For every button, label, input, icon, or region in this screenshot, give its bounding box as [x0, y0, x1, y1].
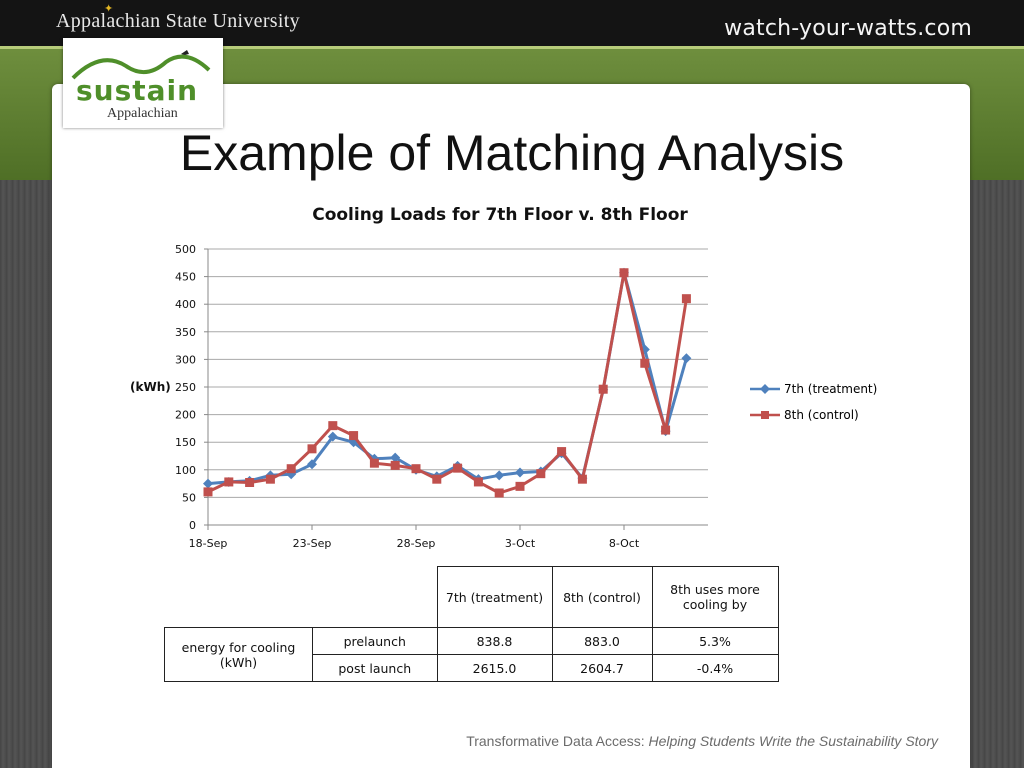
y-tick-label: 300: [175, 353, 196, 366]
y-tick-label: 350: [175, 326, 196, 339]
table-cell: 2604.7: [551, 654, 653, 682]
x-tick-label: 28-Sep: [397, 537, 436, 550]
asu-mark-icon: ✦: [104, 3, 114, 15]
x-tick-label: 3-Oct: [505, 537, 536, 550]
y-tick-label: 200: [175, 409, 196, 422]
table-header: 7th (treatment): [436, 566, 553, 628]
y-tick-label: 0: [189, 519, 196, 532]
logo-main-text: sustain: [76, 74, 199, 107]
footer-italic: Helping Students Write the Sustainabilit…: [648, 733, 938, 749]
x-tick-label: 18-Sep: [189, 537, 228, 550]
y-axis-label: (kWh): [130, 380, 171, 394]
data-point-8th: [681, 294, 691, 304]
legend-label-8th: 8th (control): [784, 408, 859, 422]
data-point-8th: [640, 358, 650, 368]
y-tick-label: 150: [175, 436, 196, 449]
data-point-8th: [557, 447, 567, 457]
data-point-8th: [245, 477, 255, 487]
data-point-8th: [619, 268, 629, 278]
university-name: Appalachian State University: [56, 10, 300, 32]
table-header: 8th (control): [551, 566, 653, 628]
footer-text: Transformative Data Access: Helping Stud…: [466, 733, 938, 749]
data-point-8th: [661, 425, 671, 435]
legend-item-7th: 7th (treatment): [750, 376, 877, 402]
data-point-8th: [473, 477, 483, 487]
legend-marker-diamond-icon: [750, 384, 780, 394]
table-cell: 883.0: [551, 627, 653, 655]
data-point-8th: [453, 463, 463, 473]
data-point-8th: [390, 460, 400, 470]
table-header: 8th uses more cooling by: [651, 566, 779, 628]
results-table: 7th (treatment) 8th (control) 8th uses m…: [164, 566, 779, 682]
data-point-7th: [390, 452, 401, 463]
data-point-8th: [349, 431, 359, 441]
data-point-8th: [494, 488, 504, 498]
data-point-8th: [577, 474, 587, 484]
y-tick-label: 50: [182, 491, 196, 504]
data-point-7th: [515, 467, 525, 478]
data-point-8th: [203, 487, 213, 497]
data-point-8th: [307, 444, 317, 454]
data-point-8th: [265, 474, 275, 484]
chart-legend: 7th (treatment) 8th (control): [750, 376, 877, 428]
data-point-7th: [307, 459, 317, 470]
data-point-8th: [411, 464, 421, 474]
y-tick-label: 100: [175, 464, 196, 477]
table-row-label: prelaunch: [312, 627, 438, 655]
legend-item-8th: 8th (control): [750, 402, 877, 428]
x-tick-label: 23-Sep: [293, 537, 332, 550]
data-point-7th: [681, 353, 692, 364]
data-point-8th: [328, 421, 338, 431]
data-point-7th: [203, 478, 213, 489]
legend-marker-square-icon: [750, 411, 780, 419]
table-row-label: post launch: [312, 654, 438, 682]
data-point-8th: [536, 469, 546, 479]
y-tick-label: 500: [175, 243, 196, 256]
x-tick-label: 8-Oct: [609, 537, 640, 550]
sustain-logo: sustain Appalachian: [63, 38, 223, 128]
data-point-8th: [598, 384, 608, 394]
table-cell: 2615.0: [436, 654, 553, 682]
site-name[interactable]: watch-your-watts.com: [724, 16, 972, 41]
y-tick-label: 400: [175, 298, 196, 311]
table-row-group-label: energy for cooling (kWh): [164, 627, 313, 682]
chart-title: Cooling Loads for 7th Floor v. 8th Floor: [312, 205, 688, 225]
table-cell: 838.8: [436, 627, 553, 655]
slide-title: Example of Matching Analysis: [179, 125, 845, 181]
series-line-8th: [207, 271, 688, 495]
data-point-8th: [515, 481, 525, 491]
y-tick-label: 450: [175, 271, 196, 284]
legend-label-7th: 7th (treatment): [784, 382, 878, 396]
data-point-8th: [224, 477, 234, 487]
data-point-8th: [286, 464, 296, 474]
data-point-8th: [369, 458, 379, 468]
table-cell: -0.4%: [651, 654, 779, 682]
logo-sub-text: Appalachian: [107, 106, 178, 121]
data-point-7th: [494, 470, 505, 481]
y-tick-label: 250: [175, 381, 196, 394]
data-point-8th: [432, 474, 442, 484]
mountains-icon: [71, 50, 211, 80]
data-point-7th: [327, 431, 338, 442]
footer-prefix: Transformative Data Access:: [466, 733, 649, 749]
line-chart: 0 50 100 150 200 250 300 350 400 450 500 18-Sep 23-S…: [175, 243, 708, 550]
table-cell: 5.3%: [651, 627, 779, 655]
